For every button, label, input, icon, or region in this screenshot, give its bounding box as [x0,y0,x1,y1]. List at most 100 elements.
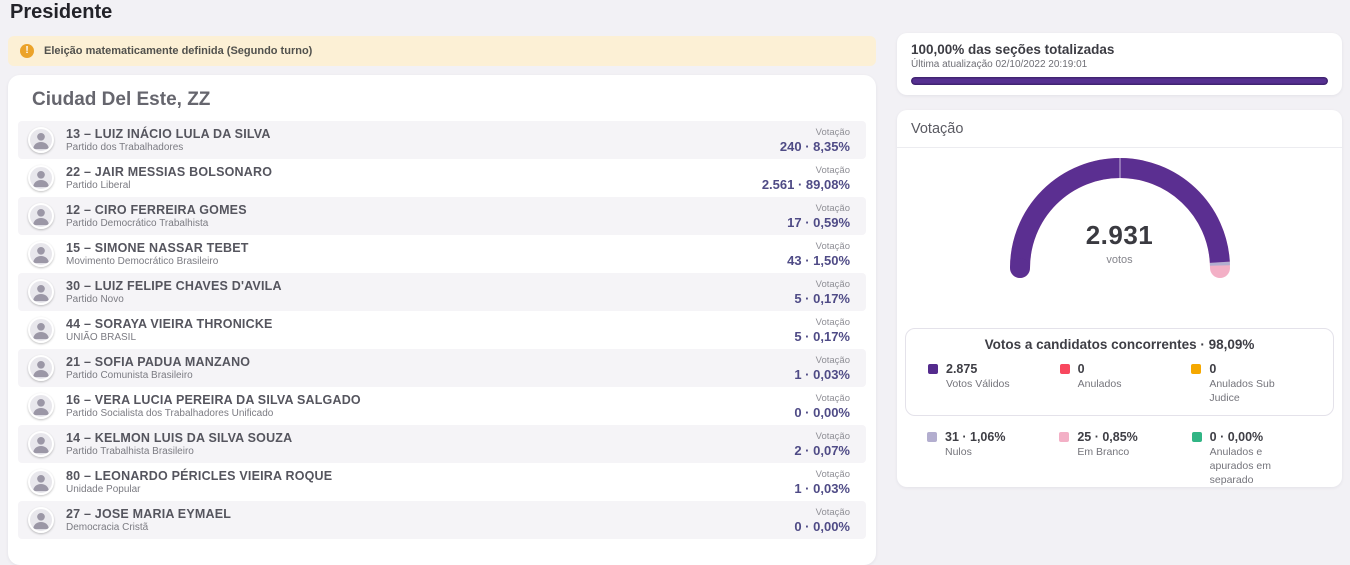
candidate-party: Partido dos Trabalhadores [66,142,184,153]
totalization-progress-fill [911,77,1328,85]
vote-label: Votação [815,240,850,252]
votacao-header: Votação [897,110,1342,148]
legend-primary: 2.875 Votos Válidos 0 Anulados [928,362,1323,405]
candidate-name: 80 – LEONARDO PÉRICLES VIEIRA ROQUE [66,469,333,483]
candidate-info: 14 – KELMON LUIS DA SILVA SOUZA Partido … [66,431,794,457]
legend-value: 0 [1209,362,1217,376]
gauge-arc-valid [1009,158,1230,269]
vote-value: 0 · 0,00% [794,518,850,534]
vote-label: Votação [815,468,850,480]
candidate-avatar [28,279,54,305]
candidate-info: 44 – SORAYA VIEIRA THRONICKE UNIÃO BRASI… [66,317,794,343]
candidate-avatar [28,355,54,381]
legend-secondary: 31 · 1,06% Nulos 25 · 0,85% Em Branco [905,430,1334,487]
person-icon [33,474,49,492]
totalization-progress [911,77,1328,85]
legend-label: Anulados e apurados em separado [1209,446,1271,486]
candidate-votes: Votação 17 · 0,59% [787,203,858,230]
candidate-avatar [28,127,54,153]
legend-label: Anulados Sub Judice [1209,378,1275,404]
legend-item: 0 · 0,00% Anulados e apurados em separad… [1191,430,1324,487]
results-card: Ciudad Del Este, ZZ 13 – LUIZ INÁCIO LUL… [8,75,876,565]
candidate-name: 15 – SIMONE NASSAR TEBET [66,241,249,255]
person-icon [33,360,49,378]
vote-value: 2 · 0,07% [794,442,850,458]
candidate-info: 30 – LUIZ FELIPE CHAVES D'AVILA Partido … [66,279,794,305]
candidate-row[interactable]: 21 – SOFIA PADUA MANZANO Partido Comunis… [18,349,866,387]
person-icon [33,284,49,302]
candidate-avatar [28,507,54,533]
vote-value: 1 · 0,03% [794,366,850,382]
candidate-votes: Votação 5 · 0,17% [794,279,858,306]
candidate-info: 15 – SIMONE NASSAR TEBET Movimento Democ… [66,241,787,267]
candidate-row[interactable]: 80 – LEONARDO PÉRICLES VIEIRA ROQUE Unid… [18,463,866,501]
legend-value: 0 [1077,362,1085,376]
candidate-row[interactable]: 27 – JOSE MARIA EYMAEL Democracia Cristã… [18,501,866,539]
legend-swatch [927,432,937,443]
candidate-votes: Votação 43 · 1,50% [787,241,858,268]
candidate-party: Movimento Democrático Brasileiro [66,256,219,267]
gauge-start-cap [1009,258,1030,278]
person-icon [33,322,49,340]
candidate-row[interactable]: 22 – JAIR MESSIAS BOLSONARO Partido Libe… [18,159,866,197]
legend-value: 2.875 [946,362,978,376]
gauge-arc-nulos [1009,158,1230,269]
vote-label: Votação [815,202,850,214]
candidate-name: 30 – LUIZ FELIPE CHAVES D'AVILA [66,279,282,293]
concurrent-votes-box: Votos a candidatos concorrentes · 98,09%… [905,328,1334,417]
votes-gauge: 2.931 votos [897,148,1342,288]
totalization-title: 100,00% das seções totalizadas [911,42,1115,57]
candidate-row[interactable]: 12 – CIRO FERREIRA GOMES Partido Democrá… [18,197,866,235]
candidate-party: Partido Democrático Trabalhista [66,218,209,229]
candidate-info: 13 – LUIZ INÁCIO LULA DA SILVA Partido d… [66,127,780,153]
person-icon [33,132,49,150]
concurrent-votes-title: Votos a candidatos concorrentes · 98,09% [984,337,1255,352]
legend-swatch [1191,432,1202,443]
candidate-info: 22 – JAIR MESSIAS BOLSONARO Partido Libe… [66,165,762,191]
candidate-party: Partido Novo [66,294,124,305]
candidate-row[interactable]: 44 – SORAYA VIEIRA THRONICKE UNIÃO BRASI… [18,311,866,349]
candidate-party: Partido Liberal [66,180,131,191]
results-column: ! Eleição matematicamente definida (Segu… [8,36,876,565]
vote-value: 240 · 8,35% [779,138,850,154]
legend-label: Votos Válidos [946,378,1010,390]
vote-value: 0 · 0,00% [794,404,850,420]
vote-label: Votação [815,316,850,328]
candidate-party: Democracia Cristã [66,522,149,533]
candidate-avatar [28,241,54,267]
person-icon [33,436,49,454]
locality-title: Ciudad Del Este, ZZ [32,89,211,110]
candidate-votes: Votação 1 · 0,03% [794,355,858,382]
candidate-info: 21 – SOFIA PADUA MANZANO Partido Comunis… [66,355,794,381]
candidate-info: 12 – CIRO FERREIRA GOMES Partido Democrá… [66,203,787,229]
warning-icon: ! [20,44,34,58]
candidate-party: UNIÃO BRASIL [66,332,137,343]
candidate-row[interactable]: 14 – KELMON LUIS DA SILVA SOUZA Partido … [18,425,866,463]
candidate-name: 22 – JAIR MESSIAS BOLSONARO [66,165,273,179]
legend-item: 31 · 1,06% Nulos [927,430,1059,487]
summary-column: 100,00% das seções totalizadas Última at… [897,33,1342,488]
legend-value: 25 · 0,85% [1077,430,1138,445]
candidate-row[interactable]: 15 – SIMONE NASSAR TEBET Movimento Democ… [18,235,866,273]
legend-swatch [1191,364,1202,374]
legend-value: 0 · 0,00% [1209,430,1264,445]
candidate-list: 13 – LUIZ INÁCIO LULA DA SILVA Partido d… [8,121,876,539]
candidate-party: Partido Comunista Brasileiro [66,370,193,381]
vote-label: Votação [815,506,850,518]
candidate-info: 16 – VERA LUCIA PEREIRA DA SILVA SALGADO… [66,393,794,419]
candidate-row[interactable]: 16 – VERA LUCIA PEREIRA DA SILVA SALGADO… [18,387,866,425]
person-icon [33,170,49,188]
candidate-row[interactable]: 13 – LUIZ INÁCIO LULA DA SILVA Partido d… [18,121,866,159]
candidate-row[interactable]: 30 – LUIZ FELIPE CHAVES D'AVILA Partido … [18,273,866,311]
candidate-avatar [28,469,54,495]
person-icon [33,512,49,530]
legend-item: 2.875 Votos Válidos [928,362,1060,405]
candidate-avatar [28,165,54,191]
legend-item: 25 · 0,85% Em Branco [1059,430,1191,487]
candidate-name: 16 – VERA LUCIA PEREIRA DA SILVA SALGADO [66,393,361,407]
candidate-votes: Votação 5 · 0,17% [794,317,858,344]
legend-value: 31 · 1,06% [945,430,1006,445]
legend-item: 0 Anulados [1059,362,1192,405]
candidate-name: 44 – SORAYA VIEIRA THRONICKE [66,317,273,331]
legend-label: Nulos [945,446,972,459]
